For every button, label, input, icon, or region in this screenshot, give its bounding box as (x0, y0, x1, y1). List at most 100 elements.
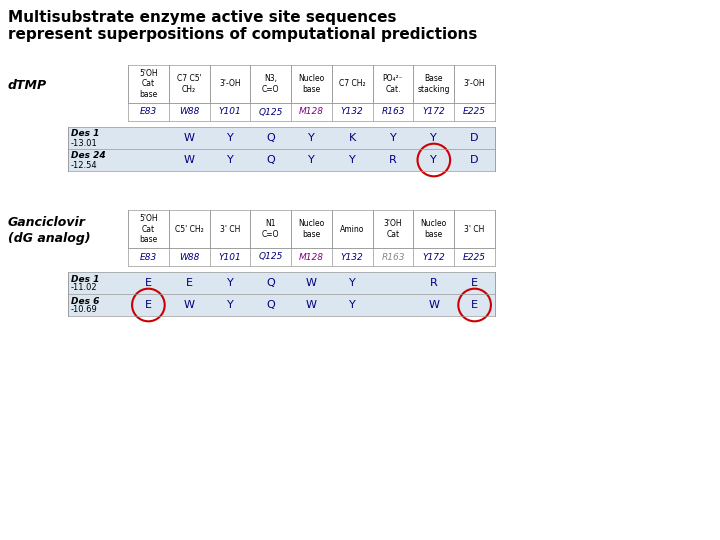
Text: C5' CH₂: C5' CH₂ (175, 225, 204, 233)
Text: Y172: Y172 (423, 253, 445, 261)
Text: M128: M128 (299, 253, 324, 261)
Text: Q: Q (266, 278, 275, 288)
Text: E: E (471, 278, 478, 288)
Bar (210, 210, 251, 248)
Text: N1
C=O: N1 C=O (262, 219, 279, 239)
Text: Q125: Q125 (258, 107, 283, 117)
Text: Des 24: Des 24 (71, 152, 106, 160)
Bar (373, 65, 413, 103)
Text: Des 1: Des 1 (71, 130, 99, 138)
Text: W: W (306, 278, 317, 288)
Text: Y132: Y132 (341, 253, 364, 261)
Text: E: E (145, 300, 152, 310)
Text: Y101: Y101 (219, 107, 241, 117)
Text: W: W (184, 155, 194, 165)
Text: 3'-OH: 3'-OH (219, 79, 240, 89)
Bar (128, 65, 168, 103)
Bar (454, 210, 495, 248)
Text: Y: Y (349, 278, 356, 288)
Bar (251, 65, 291, 103)
Text: Y: Y (308, 155, 315, 165)
Text: -10.69: -10.69 (71, 306, 98, 314)
Text: E: E (186, 278, 193, 288)
Text: Y: Y (349, 155, 356, 165)
Text: Y: Y (431, 133, 437, 143)
Text: -12.54: -12.54 (71, 160, 98, 170)
Text: E225: E225 (463, 253, 486, 261)
Bar (413, 210, 454, 248)
Text: W88: W88 (179, 253, 199, 261)
Bar (413, 65, 454, 103)
Text: Y132: Y132 (341, 107, 364, 117)
Text: -11.02: -11.02 (71, 284, 98, 293)
Text: Q: Q (266, 300, 275, 310)
Bar (291, 210, 332, 248)
Text: -13.01: -13.01 (71, 138, 98, 147)
Text: Ganciclovir
(dG analog): Ganciclovir (dG analog) (8, 217, 91, 245)
Text: 3'-OH: 3'-OH (464, 79, 485, 89)
Text: R: R (430, 278, 438, 288)
Text: 5'OH
Cat
base: 5'OH Cat base (139, 70, 158, 98)
Text: 3'OH
Cat: 3'OH Cat (384, 219, 402, 239)
Text: E83: E83 (140, 107, 157, 117)
Text: Y172: Y172 (423, 107, 445, 117)
Text: W: W (306, 300, 317, 310)
Text: Nucleo
base: Nucleo base (298, 219, 325, 239)
Text: R: R (390, 155, 397, 165)
Text: Y: Y (431, 155, 437, 165)
Text: M128: M128 (299, 107, 324, 117)
Bar (168, 65, 210, 103)
Bar (251, 210, 291, 248)
Bar (291, 65, 332, 103)
Text: Y: Y (349, 300, 356, 310)
Text: C7 CH₂: C7 CH₂ (339, 79, 366, 89)
Text: Des 1: Des 1 (71, 274, 99, 284)
Text: Y: Y (227, 155, 233, 165)
Text: Nucleo
base: Nucleo base (298, 75, 325, 93)
Text: W: W (184, 300, 194, 310)
Text: Amino: Amino (340, 225, 364, 233)
Text: E: E (471, 300, 478, 310)
Text: E225: E225 (463, 107, 486, 117)
Text: Des 6: Des 6 (71, 296, 99, 306)
Text: Q: Q (266, 133, 275, 143)
Text: Q125: Q125 (258, 253, 283, 261)
Text: Base
stacking: Base stacking (418, 75, 450, 93)
Bar (210, 65, 251, 103)
Text: Y: Y (227, 133, 233, 143)
Text: 3' CH: 3' CH (220, 225, 240, 233)
Text: E83: E83 (140, 253, 157, 261)
Text: C7 C5'
CH₂: C7 C5' CH₂ (177, 75, 202, 93)
Text: W: W (184, 133, 194, 143)
Text: K: K (348, 133, 356, 143)
Text: W88: W88 (179, 107, 199, 117)
Text: 3' CH: 3' CH (464, 225, 485, 233)
Text: Nucleo
base: Nucleo base (420, 219, 447, 239)
Bar (68, 272, 495, 316)
Bar (332, 210, 373, 248)
Text: Multisubstrate enzyme active site sequences: Multisubstrate enzyme active site sequen… (8, 10, 397, 25)
Bar (68, 127, 495, 171)
Text: Y: Y (390, 133, 397, 143)
Text: W: W (428, 300, 439, 310)
Text: 5'OH
Cat
base: 5'OH Cat base (139, 214, 158, 244)
Text: PO₄²⁻
Cat.: PO₄²⁻ Cat. (383, 75, 403, 93)
Text: Y: Y (227, 300, 233, 310)
Text: Y: Y (227, 278, 233, 288)
Bar (168, 210, 210, 248)
Bar (454, 65, 495, 103)
Text: Y: Y (308, 133, 315, 143)
Text: N3,
C=O: N3, C=O (262, 75, 279, 93)
Text: R163: R163 (382, 253, 405, 261)
Bar (332, 65, 373, 103)
Text: Y101: Y101 (219, 253, 241, 261)
Text: D: D (470, 133, 479, 143)
Text: represent superpositions of computational predictions: represent superpositions of computationa… (8, 27, 477, 42)
Text: R163: R163 (382, 107, 405, 117)
Bar (373, 210, 413, 248)
Bar (128, 210, 168, 248)
Text: E: E (145, 278, 152, 288)
Text: Q: Q (266, 155, 275, 165)
Text: D: D (470, 155, 479, 165)
Text: dTMP: dTMP (8, 79, 47, 92)
